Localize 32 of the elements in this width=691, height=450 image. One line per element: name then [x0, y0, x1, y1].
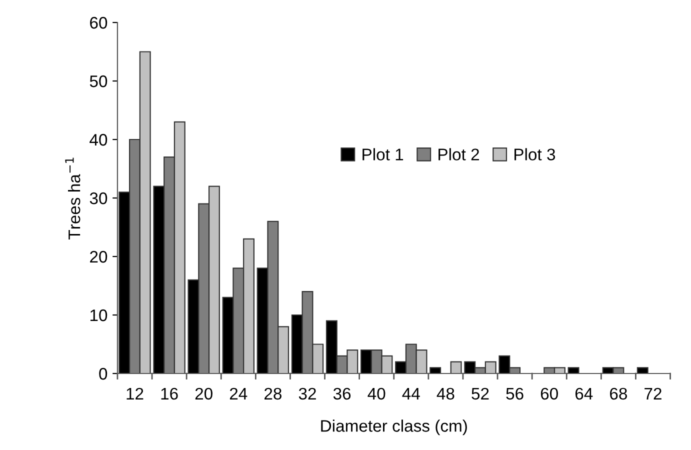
x-tick-label: 60	[540, 388, 558, 400]
y-tick-label: 0	[99, 368, 108, 380]
bar	[450, 361, 462, 374]
bar	[568, 367, 580, 374]
y-axis-title: Trees ha$^{−1}$	[65, 158, 80, 240]
x-tick-label: 68	[610, 388, 627, 400]
x-axis-title: Diameter class (cm)	[321, 420, 467, 436]
x-tick-label: 44	[402, 388, 420, 400]
x-tick-label: 48	[436, 388, 454, 400]
y-tick-label: 30	[90, 192, 108, 204]
y-tick-label: 10	[90, 309, 108, 322]
legend-label: Plot 3	[514, 148, 556, 160]
legend-label: Plot 1	[362, 148, 404, 160]
x-tick-label: 32	[298, 388, 316, 400]
x-tick-label: 12	[126, 388, 144, 400]
y-tick-label: 20	[90, 250, 108, 263]
x-tick-label: 52	[472, 388, 489, 400]
x-tick-label: 28	[264, 388, 282, 400]
x-tick-label: 36	[333, 388, 351, 400]
y-tick-label: 60	[90, 16, 108, 29]
x-tick-label: 24	[230, 388, 248, 400]
y-tick-label: 40	[90, 134, 108, 146]
bar	[430, 367, 442, 374]
legend-label: Plot 2	[438, 148, 479, 160]
x-tick-label: 40	[368, 388, 386, 400]
x-tick-label: 56	[506, 388, 524, 400]
x-tick-label: 20	[195, 388, 212, 400]
x-tick-label: 64	[575, 388, 593, 400]
y-tick-label: 50	[90, 75, 108, 88]
bar	[636, 367, 648, 374]
x-tick-label: 72	[644, 388, 662, 400]
x-tick-label: 16	[161, 388, 178, 400]
